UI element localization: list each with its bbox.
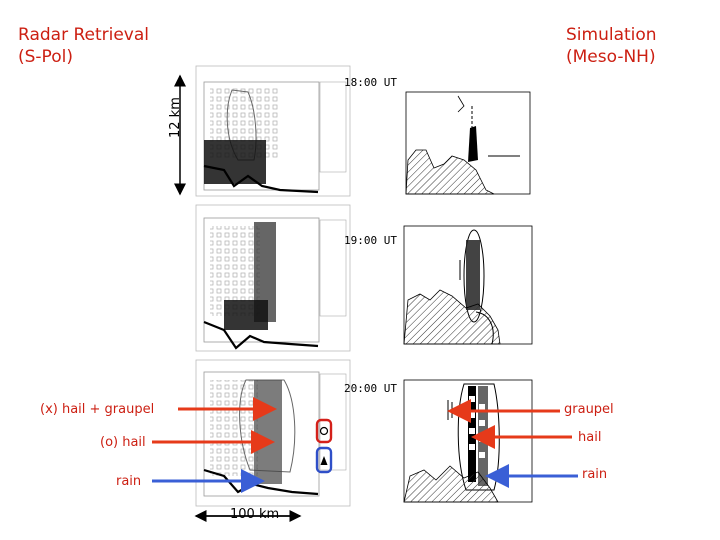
- hail-graupel-label: (x) hail + graupel: [40, 402, 155, 417]
- vertical-scale-label: 12 km: [168, 97, 183, 138]
- simulation-title: Simulation: [566, 25, 657, 45]
- rain-label-right: rain: [582, 467, 608, 482]
- hail-label-left: (o) hail: [100, 435, 146, 450]
- time-label-1900: 19:00 UT: [344, 234, 397, 247]
- annotation-arrows: [152, 397, 578, 493]
- time-label-2000: 20:00 UT: [344, 382, 397, 395]
- radar-panel-2: [195, 204, 351, 352]
- radar-panel-1: [195, 65, 351, 197]
- simulation-header: Simulation (Meso-NH): [566, 24, 657, 68]
- horizontal-scale-label: 100 km: [230, 507, 280, 522]
- radar-retrieval-header: Radar Retrieval (S-Pol): [18, 24, 149, 68]
- radar-retrieval-subtitle: (S-Pol): [18, 47, 73, 67]
- radar-retrieval-title: Radar Retrieval: [18, 25, 150, 45]
- hail-legend-highlight: [315, 418, 333, 444]
- simulation-subtitle: (Meso-NH): [566, 47, 656, 67]
- time-label-1800: 18:00 UT: [344, 76, 397, 89]
- radar-panel-3: [195, 359, 351, 507]
- rain-label-left: rain: [116, 474, 142, 489]
- hail-label-right: hail: [578, 430, 602, 445]
- simulation-panel-3: [403, 379, 533, 503]
- graupel-label-right: graupel: [564, 402, 614, 417]
- simulation-panel-2: [403, 225, 533, 345]
- rain-legend-highlight: [315, 446, 333, 474]
- simulation-panel-1: [405, 91, 531, 195]
